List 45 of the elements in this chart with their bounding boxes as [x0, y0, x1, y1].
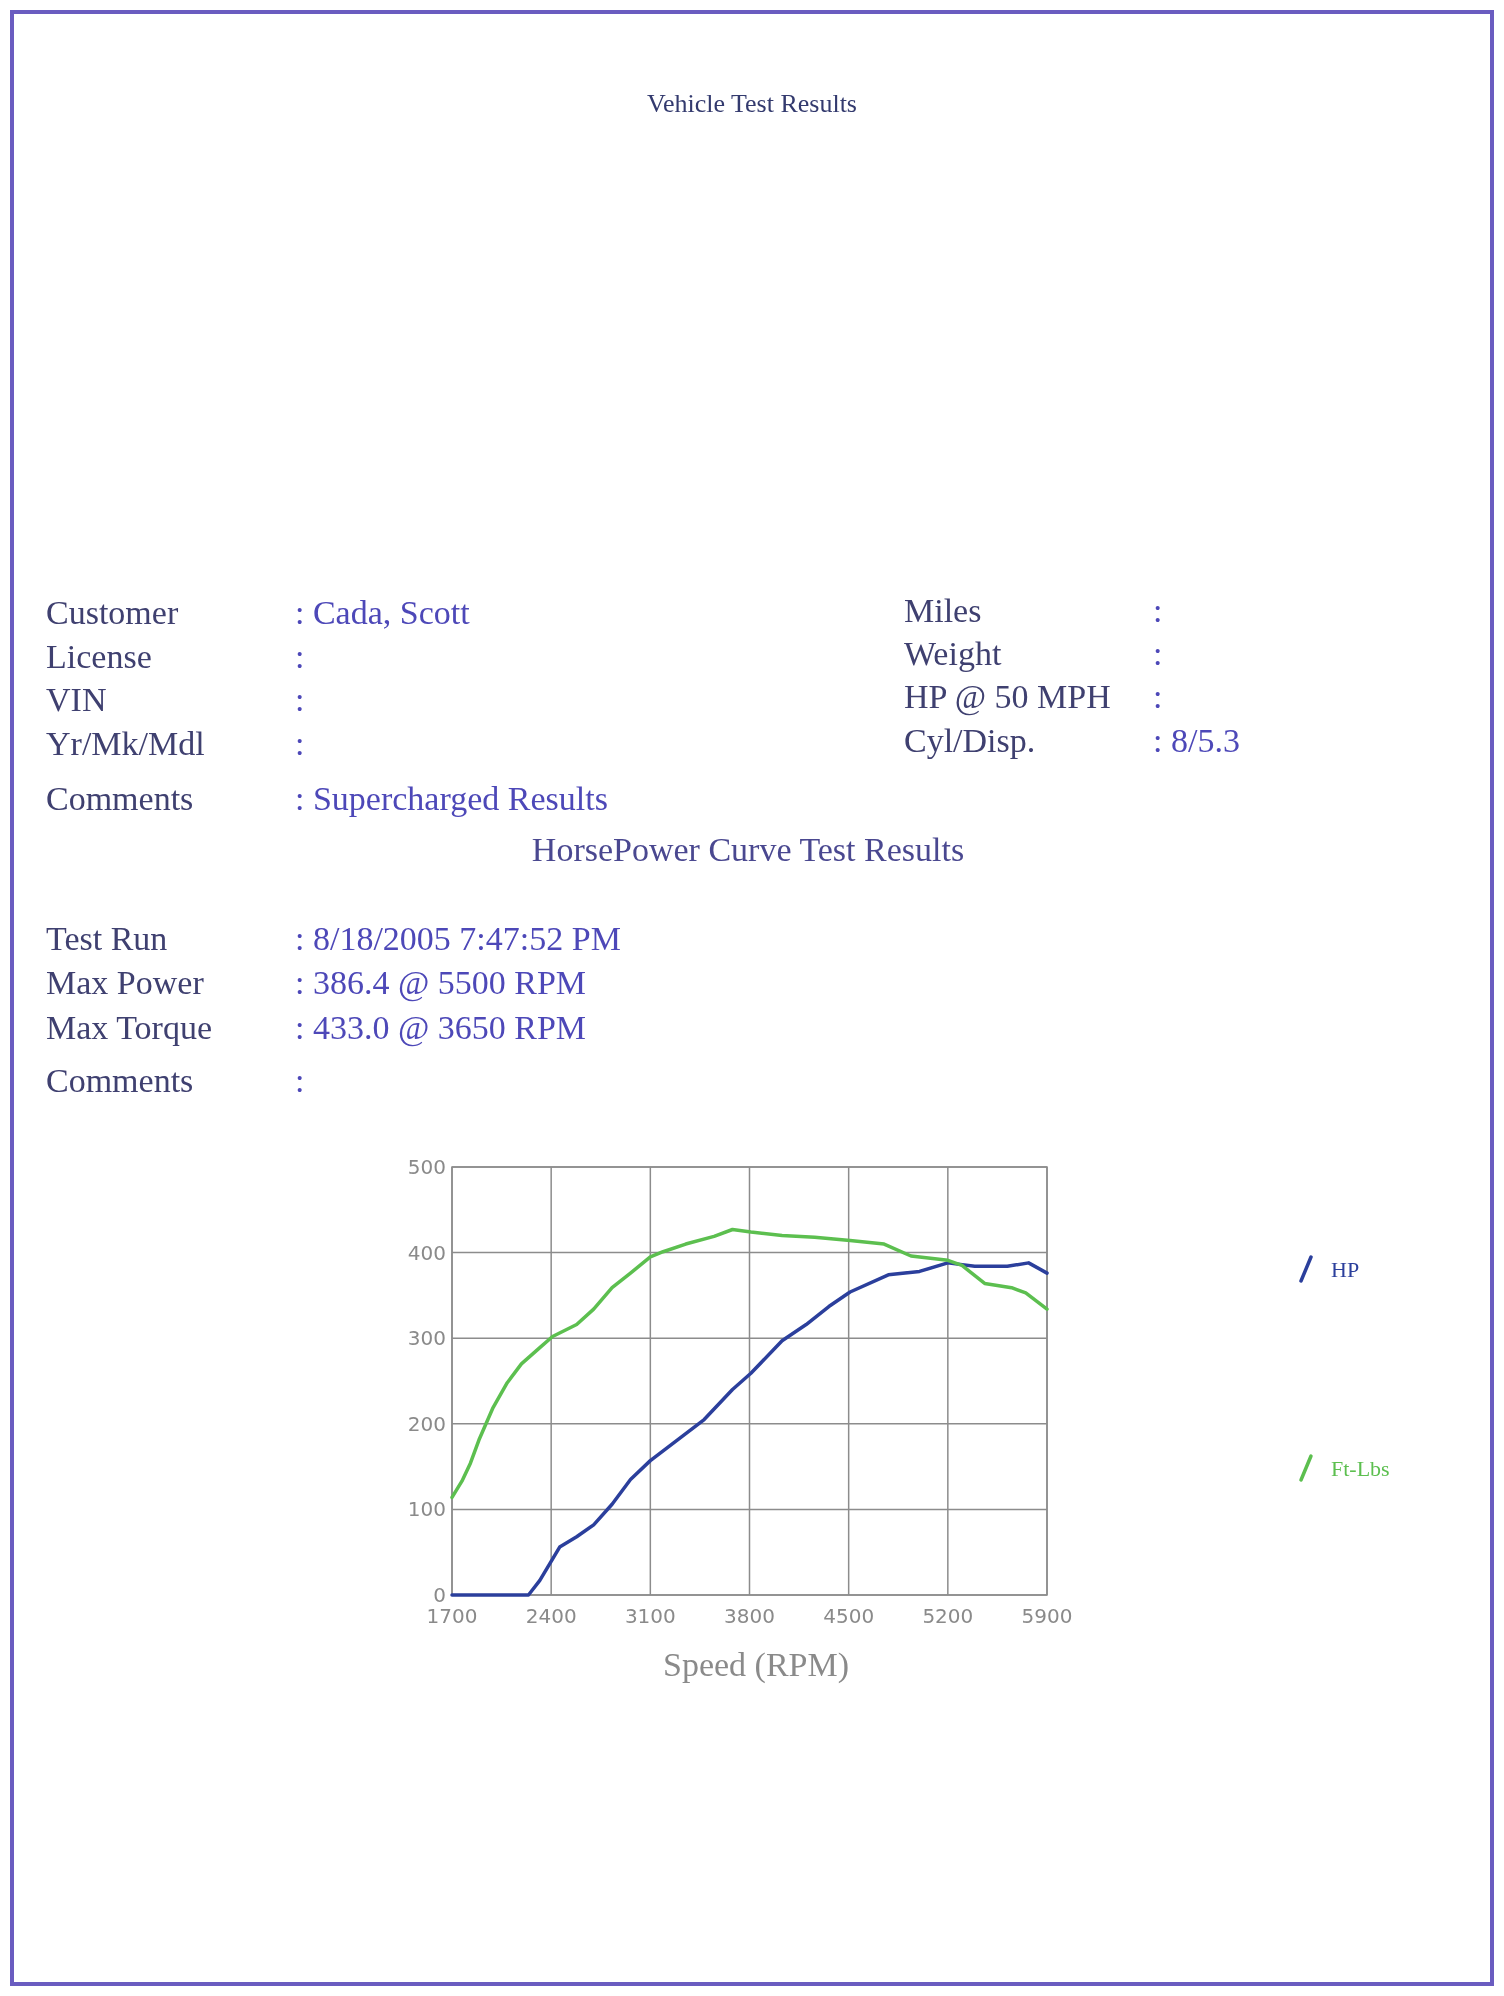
text: :	[295, 725, 305, 762]
y-tick-label: 0	[433, 1583, 446, 1607]
text: :	[295, 681, 305, 718]
x-tick-label: 3100	[624, 1604, 676, 1628]
text: : 8/5.3	[1153, 722, 1240, 759]
text: HP @ 50 MPH	[904, 678, 1111, 716]
x-tick-label: 5200	[922, 1604, 974, 1628]
y-tick-label: 100	[407, 1497, 446, 1522]
chart-title: HorsePower Curve Test Results	[531, 831, 965, 868]
text: VIN	[46, 681, 107, 718]
line-series	[450, 1227, 1049, 1500]
text: : Supercharged Results	[295, 780, 608, 817]
text: Miles	[904, 592, 982, 629]
x-tick-label: 2400	[525, 1604, 577, 1628]
text: License	[46, 638, 152, 675]
text: : 8/18/2005 7:47:52 PM	[295, 920, 621, 957]
text: : Cada, Scott	[295, 594, 471, 631]
text: : 433.0 @ 3650 RPM	[295, 1009, 587, 1047]
text: :	[295, 1062, 305, 1099]
x-tick-label: 3800	[724, 1604, 775, 1628]
x-tick-label: 1700	[426, 1604, 478, 1628]
text: :	[1153, 678, 1163, 715]
text: Max Torque	[46, 1009, 213, 1046]
y-tick-label: 200	[407, 1411, 446, 1436]
text: : 386.4 @ 5500 RPM	[295, 964, 587, 1002]
x-axis-title: Speed (RPM)	[662, 1646, 850, 1684]
text: :	[295, 638, 305, 675]
x-tick-label: 5900	[1021, 1604, 1073, 1628]
text: Weight	[904, 635, 1002, 672]
legend-label: Ft-Lbs	[1331, 1456, 1390, 1481]
text: Yr/Mk/Mdl	[46, 725, 205, 762]
chart-subtitle: Vehicle Test Results	[646, 89, 858, 118]
text: Comments	[46, 780, 194, 817]
x-tick-label: 4500	[823, 1604, 875, 1628]
legend-label: HP	[1331, 1257, 1360, 1282]
text: Customer	[46, 594, 179, 631]
y-tick-label: 500	[407, 1155, 446, 1179]
text: :	[1153, 635, 1163, 672]
text: :	[1153, 592, 1163, 629]
text: Comments	[46, 1062, 194, 1099]
text: Max Power	[46, 964, 205, 1001]
text: Cyl/Disp.	[904, 722, 1036, 759]
text: Test Run	[46, 920, 168, 957]
y-tick-label: 400	[407, 1240, 446, 1265]
y-tick-label: 300	[407, 1326, 446, 1351]
